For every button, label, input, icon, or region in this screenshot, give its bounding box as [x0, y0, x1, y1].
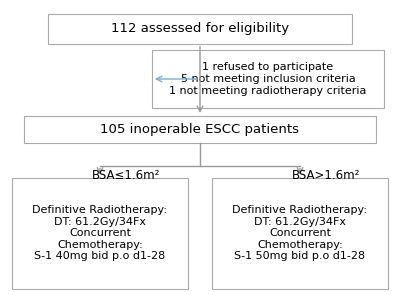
FancyBboxPatch shape — [212, 178, 388, 289]
Text: 1 refused to participate
5 not meeting inclusion criteria
1 not meeting radiothe: 1 refused to participate 5 not meeting i… — [169, 62, 367, 96]
Text: Definitive Radiotherapy:
DT: 61.2Gy/34Fx
Concurrent
Chemotherapy:
S-1 50mg bid p: Definitive Radiotherapy: DT: 61.2Gy/34Fx… — [232, 205, 368, 262]
FancyBboxPatch shape — [152, 50, 384, 108]
Text: BSA>1.6m²: BSA>1.6m² — [292, 169, 360, 182]
FancyBboxPatch shape — [12, 178, 188, 289]
FancyBboxPatch shape — [24, 116, 376, 143]
Text: 112 assessed for eligibility: 112 assessed for eligibility — [111, 22, 289, 35]
Text: Definitive Radiotherapy:
DT: 61.2Gy/34Fx
Concurrent
Chemotherapy:
S-1 40mg bid p: Definitive Radiotherapy: DT: 61.2Gy/34Fx… — [32, 205, 168, 262]
Text: 105 inoperable ESCC patients: 105 inoperable ESCC patients — [100, 123, 300, 136]
Text: BSA≤1.6m²: BSA≤1.6m² — [92, 169, 160, 182]
FancyBboxPatch shape — [48, 14, 352, 44]
